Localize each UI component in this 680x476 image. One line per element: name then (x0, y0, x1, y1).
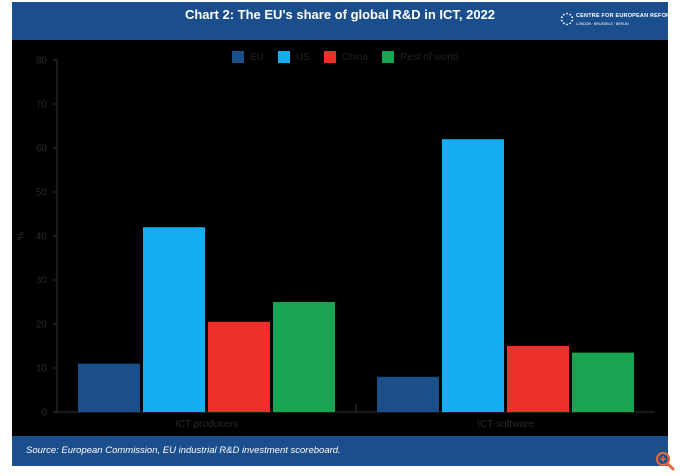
bar-eu (377, 376, 439, 412)
bar-china (208, 321, 270, 412)
cer-logo: CENTRE FOR EUROPEAN REFORM LONDON · BRUS… (560, 6, 675, 34)
chart-header: Chart 2: The EU's share of global R&D in… (12, 2, 675, 40)
bar-us (143, 227, 205, 412)
logo-name: CENTRE FOR EUROPEAN REFORM (576, 13, 676, 19)
legend-item: China (323, 50, 368, 64)
bar-rest-of-world (572, 352, 634, 412)
legend-item: Rest of world (381, 50, 459, 64)
legend-swatch (323, 51, 336, 63)
legend-label: Rest of world (399, 51, 459, 63)
legend-swatch (232, 51, 244, 63)
chart-legend: EU US China Rest of world (232, 50, 458, 64)
legend-label: US (295, 51, 310, 63)
y-tick-label: 80 (36, 56, 48, 67)
legend-swatch (277, 51, 290, 63)
bar-eu (78, 363, 140, 412)
eu-stars-icon (560, 12, 574, 26)
y-tick-label: 50 (36, 188, 48, 199)
y-tick-label: 10 (36, 364, 48, 375)
legend-label: China (341, 51, 368, 63)
chart-footer: Source: European Commission, EU industri… (12, 436, 668, 466)
legend-swatch (381, 51, 394, 63)
chart-title: Chart 2: The EU's share of global R&D in… (184, 7, 496, 22)
x-category-label: ICT software (477, 419, 534, 430)
y-tick-label: 70 (36, 100, 48, 111)
bar-china (507, 346, 569, 412)
y-tick-label: 0 (41, 408, 47, 419)
source-note: Source: European Commission, EU industri… (26, 445, 341, 456)
bar-rest-of-world (273, 302, 335, 412)
logo-cities: LONDON · BRUSSELS · BERLIN (576, 22, 629, 26)
y-axis-label: % (16, 231, 27, 240)
bar-us (442, 139, 504, 412)
legend-item: EU (232, 50, 264, 64)
y-tick-label: 20 (36, 320, 48, 331)
x-category-label: ICT producers (175, 419, 238, 430)
y-tick-label: 60 (36, 144, 48, 155)
y-tick-label: 30 (36, 276, 48, 287)
legend-label: EU (250, 51, 264, 63)
zoom-icon[interactable] (654, 450, 676, 472)
legend-item: US (277, 50, 310, 64)
y-tick-label: 40 (36, 232, 48, 243)
